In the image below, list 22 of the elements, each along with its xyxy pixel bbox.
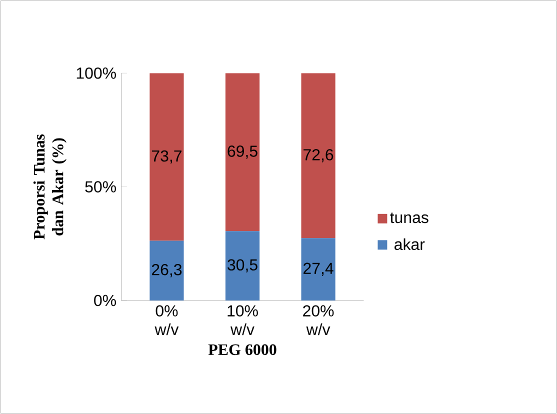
y-axis-title: Proporsi Tunas dan Akar (%) — [33, 134, 67, 240]
y-tick-label: 50% — [85, 181, 116, 192]
y-tick-label: 0% — [94, 294, 116, 306]
bar — [150, 240, 184, 300]
y-tick-label: 100% — [76, 67, 116, 79]
data-label: 26,3 — [152, 264, 182, 278]
bar — [150, 73, 184, 241]
bar — [301, 73, 336, 238]
x-tick-label: 10% w/v — [228, 305, 258, 336]
legend-label: tunas — [390, 212, 428, 224]
data-label: 69,5 — [228, 145, 258, 159]
x-axis-title: PEG 6000 — [208, 344, 276, 355]
bar — [301, 238, 336, 300]
bar — [225, 231, 260, 300]
data-label: 72,6 — [304, 148, 334, 162]
data-label: 30,5 — [228, 259, 258, 272]
x-tick-label: 20% w/v — [303, 305, 334, 336]
legend-label: akar — [394, 238, 425, 250]
data-label: 73,7 — [152, 150, 182, 164]
data-label: 27,4 — [304, 262, 334, 276]
x-tick-label: 0% w/v — [154, 305, 179, 336]
bar — [225, 73, 260, 232]
